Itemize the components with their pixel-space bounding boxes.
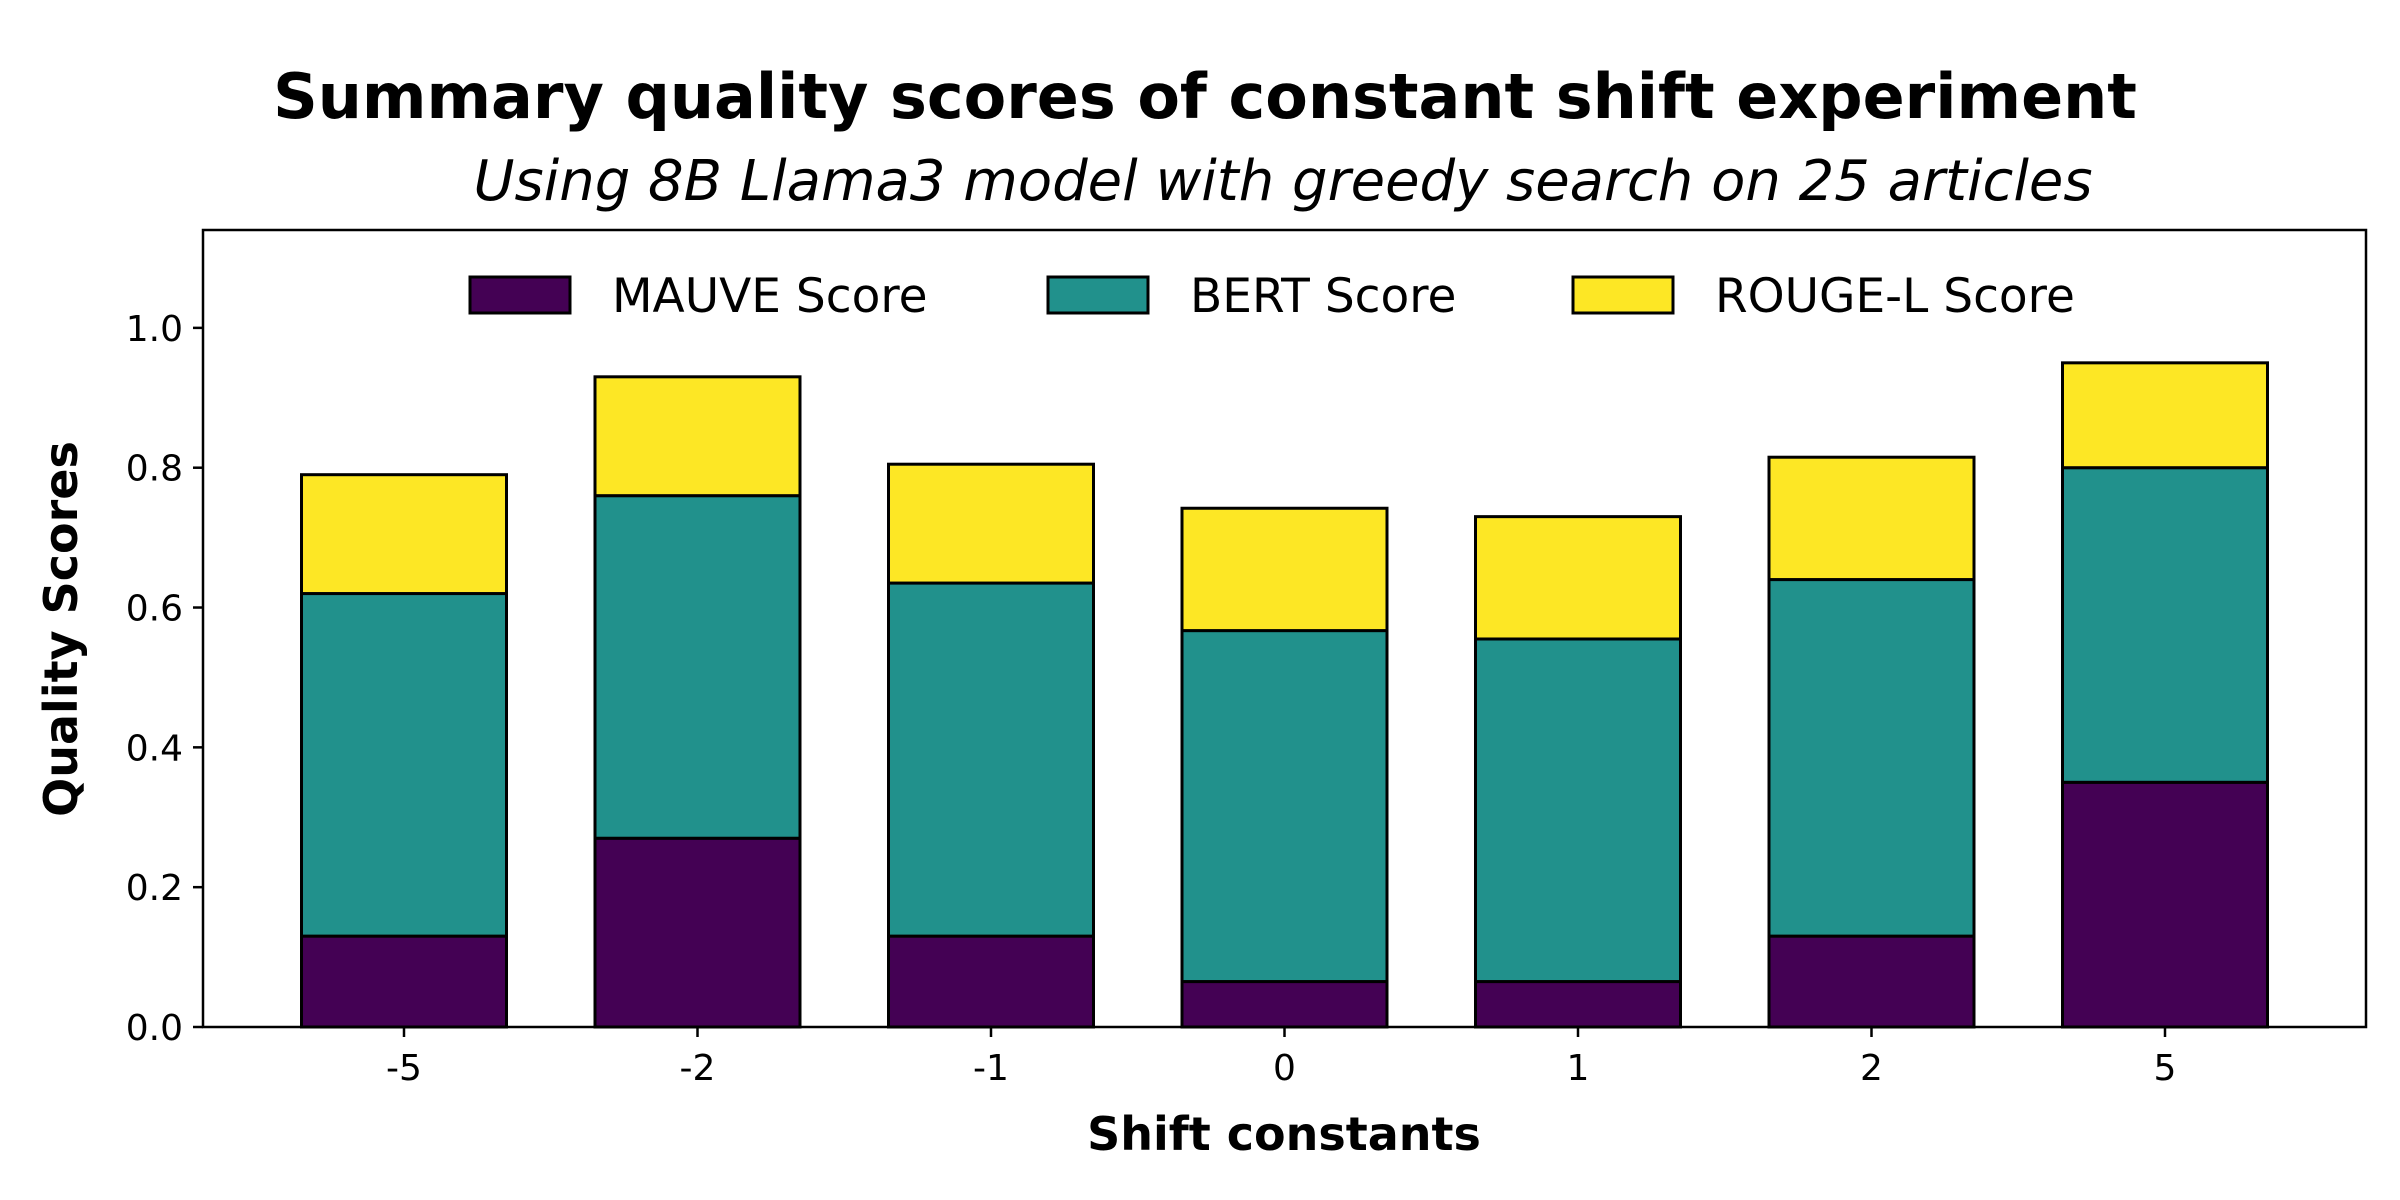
x-tick-label: -5 bbox=[386, 1048, 422, 1089]
bar-bert-score bbox=[1767, 578, 1976, 938]
bar-bert-score bbox=[2061, 466, 2269, 784]
bar-bert-score bbox=[887, 581, 1095, 938]
y-tick-label: 0.4 bbox=[126, 728, 183, 769]
bar-rouge-l-score bbox=[1474, 515, 1682, 641]
legend-swatch bbox=[1046, 275, 1150, 315]
y-tick-label: 0.2 bbox=[126, 868, 183, 909]
x-tick-label: 2 bbox=[1860, 1048, 1883, 1089]
x-axis-label: Shift constants bbox=[1087, 1107, 1481, 1161]
bars-group bbox=[300, 361, 2269, 1029]
bar-mauve-score bbox=[1180, 980, 1389, 1029]
bar-mauve-score bbox=[1474, 980, 1682, 1029]
bar-mauve-score bbox=[887, 934, 1095, 1029]
chart-title: Summary quality scores of constant shift… bbox=[273, 60, 2137, 133]
y-tick-label: 0.6 bbox=[126, 589, 183, 630]
bar-rouge-l-score bbox=[300, 473, 508, 596]
y-axis: 0.0 0.2 0.4 0.6 0.8 1.0 bbox=[126, 309, 203, 1049]
bar-rouge-l-score bbox=[887, 462, 1095, 585]
y-tick-label: 1.0 bbox=[126, 309, 183, 350]
bar-mauve-score bbox=[1767, 934, 1976, 1029]
legend-label: ROUGE-L Score bbox=[1715, 269, 2075, 324]
bar-bert-score bbox=[1474, 637, 1682, 984]
bar-mauve-score bbox=[300, 934, 508, 1029]
x-tick-label: 5 bbox=[2154, 1048, 2177, 1089]
bar-rouge-l-score bbox=[593, 375, 802, 498]
bar-rouge-l-score bbox=[1180, 506, 1389, 633]
bar-mauve-score bbox=[2061, 780, 2269, 1029]
y-axis-label: Quality Scores bbox=[34, 441, 88, 817]
legend: MAUVE Score BERT Score ROUGE-L Score bbox=[468, 269, 2075, 324]
y-tick-label: 0.8 bbox=[126, 449, 183, 490]
x-tick-label: 1 bbox=[1567, 1048, 1590, 1089]
x-tick-label: -1 bbox=[973, 1048, 1009, 1089]
legend-swatch bbox=[468, 275, 572, 315]
bar-rouge-l-score bbox=[1767, 455, 1976, 582]
bar-bert-score bbox=[1180, 629, 1389, 984]
bar-rouge-l-score bbox=[2061, 361, 2269, 470]
bar-bert-score bbox=[593, 494, 802, 840]
bar-mauve-score bbox=[593, 836, 802, 1029]
legend-swatch bbox=[1571, 275, 1675, 315]
x-tick-label: -2 bbox=[680, 1048, 716, 1089]
legend-label: BERT Score bbox=[1190, 269, 1456, 324]
legend-label: MAUVE Score bbox=[612, 269, 928, 324]
chart-subtitle: Using 8B Llama3 model with greedy search… bbox=[473, 149, 2092, 214]
bar-bert-score bbox=[300, 592, 508, 938]
x-axis: -5 -2 -1 0 1 2 5 bbox=[386, 1027, 2176, 1089]
y-tick-label: 0.0 bbox=[126, 1008, 183, 1049]
x-tick-label: 0 bbox=[1273, 1048, 1296, 1089]
